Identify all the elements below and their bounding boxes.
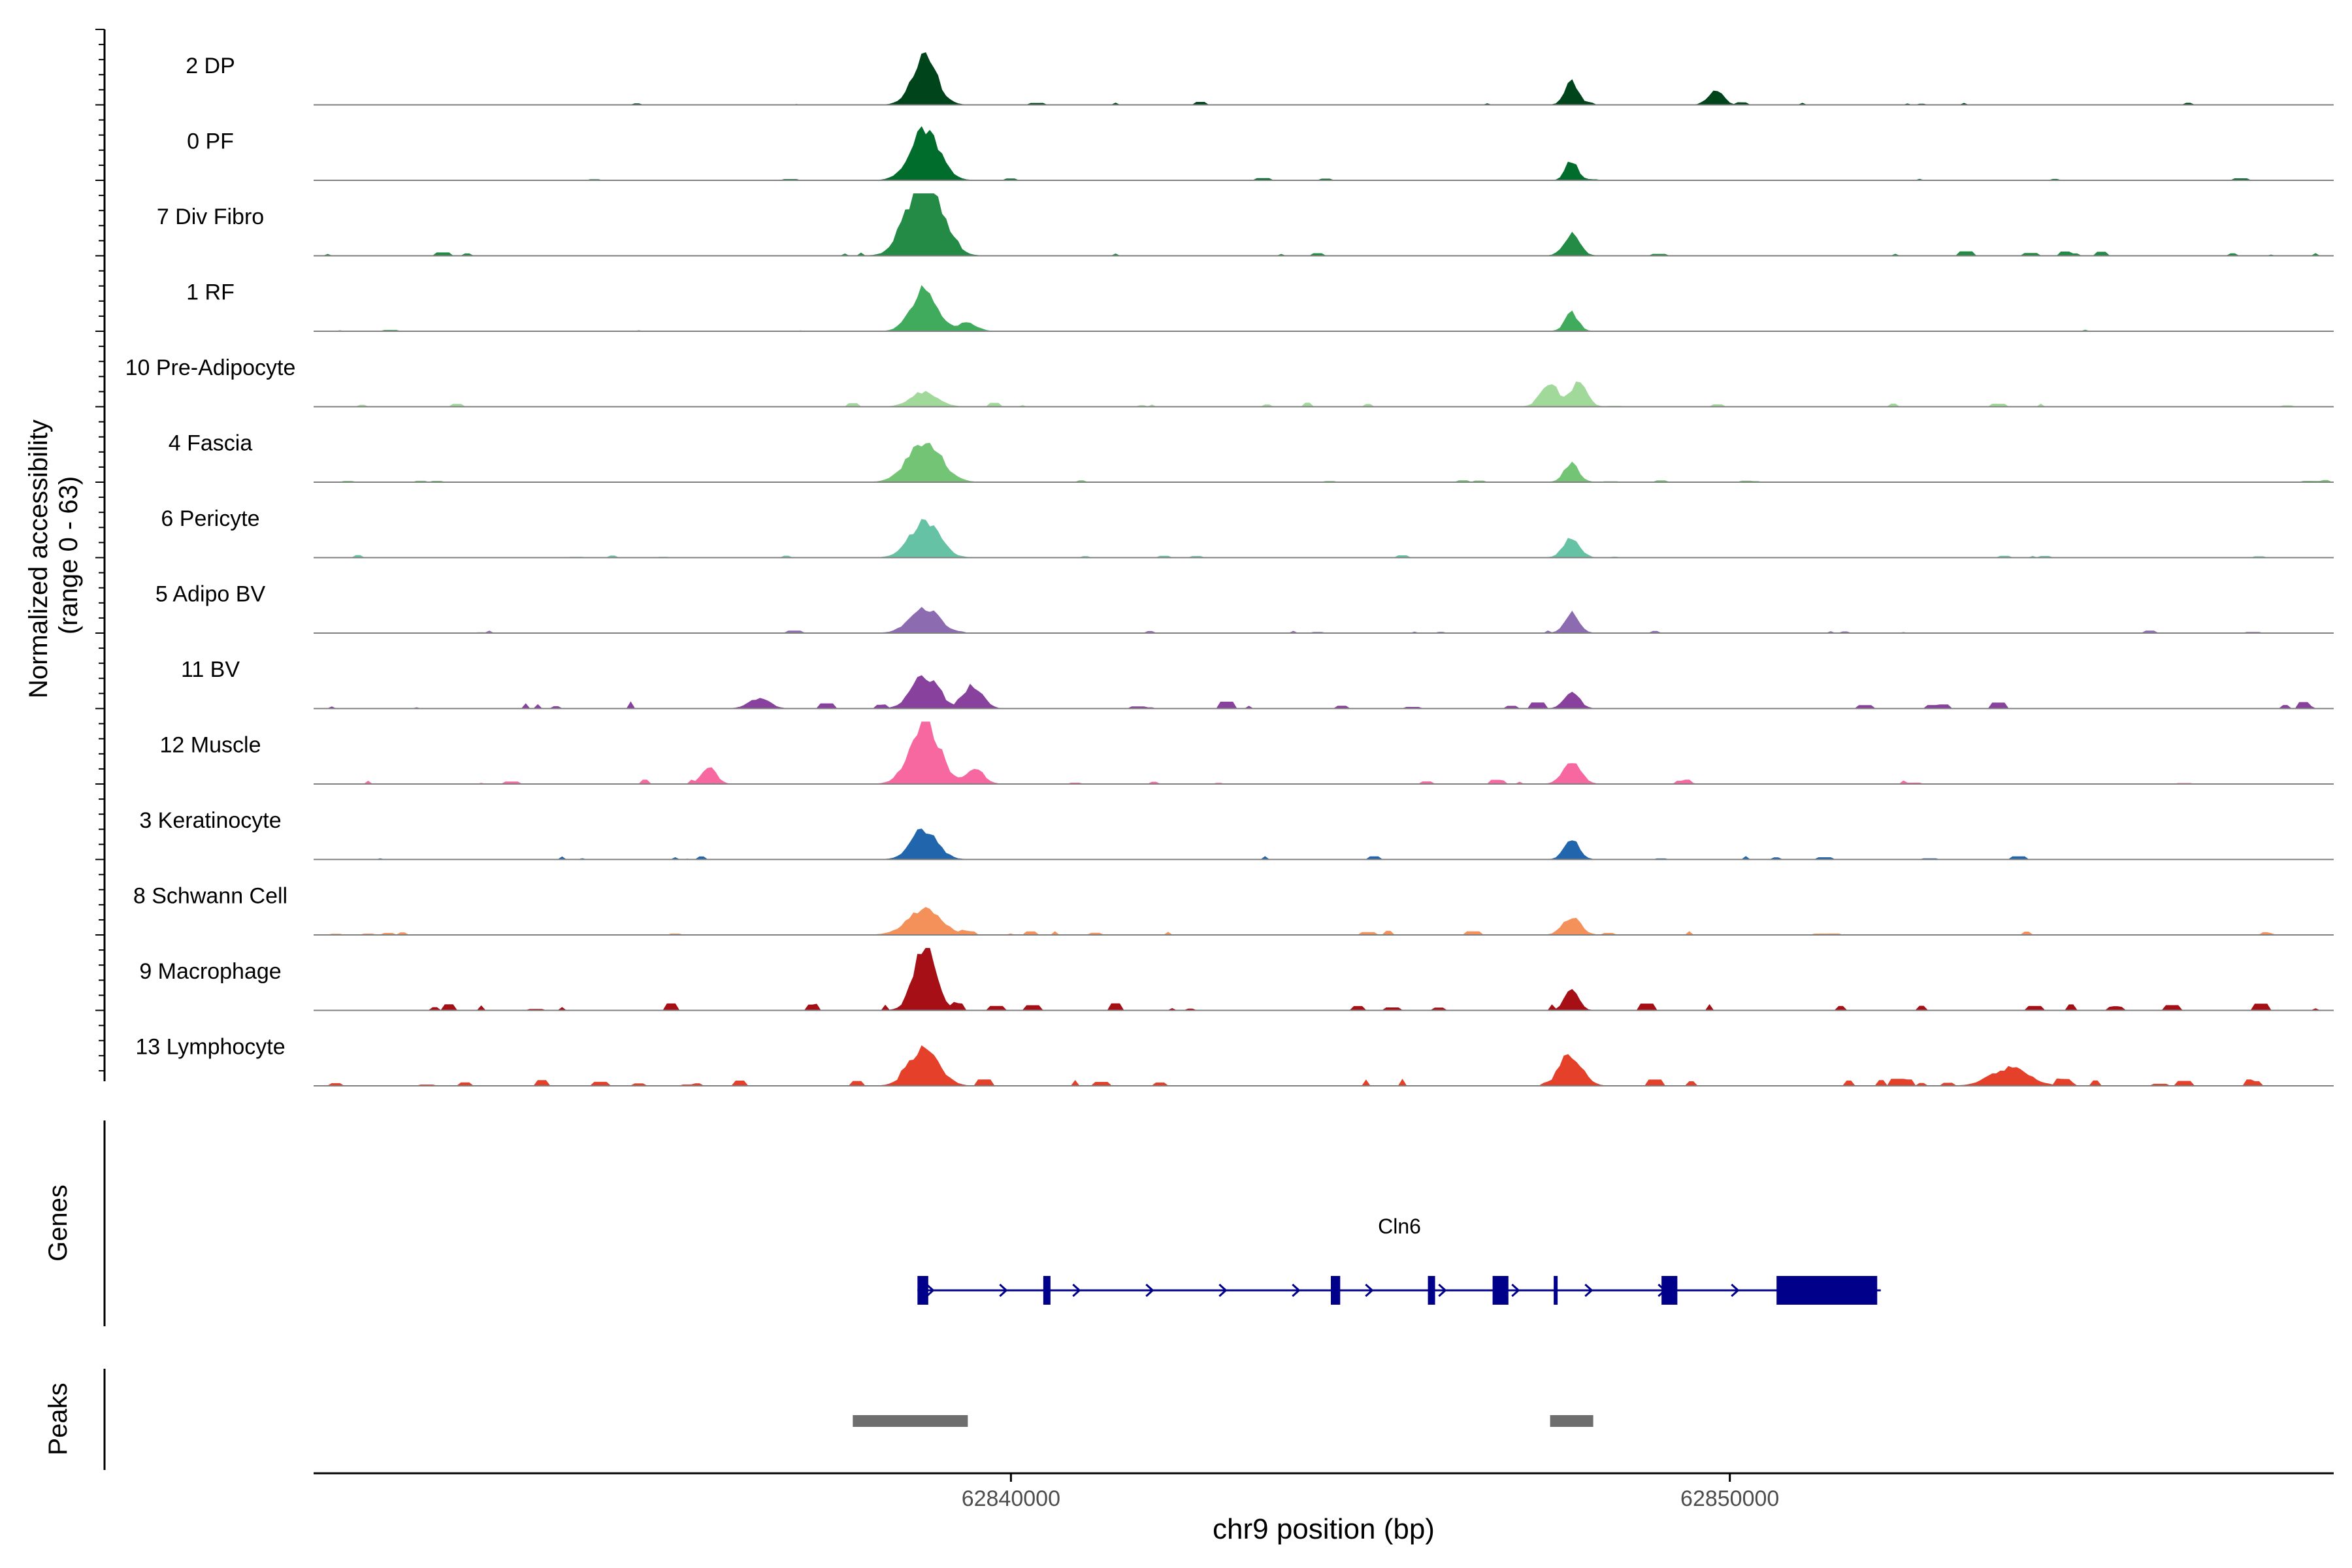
gene-exon-7 [1661, 1276, 1678, 1305]
genes-panel: Genes Cln6 [44, 1120, 1881, 1326]
track-label: 4 Fascia [169, 431, 253, 456]
coverage-area [314, 721, 2334, 785]
track-6: 4 Fascia [169, 431, 2334, 483]
strand-arrow [1511, 1283, 1520, 1298]
coverage-tracks: 2 DP 0 PF 7 Div Fibro 1 RF 10 Pre-Adipocyte 4… [125, 52, 2334, 1086]
strand-arrow [1438, 1283, 1447, 1298]
strand-arrow [999, 1283, 1008, 1298]
track-label: 12 Muscle [160, 733, 261, 758]
coverage-area [314, 442, 2334, 483]
peaks-label: Peaks [44, 1382, 73, 1455]
track-label: 0 PF [187, 129, 234, 154]
strand-arrow [1072, 1283, 1081, 1298]
coverage-area [314, 126, 2334, 181]
track-label: 9 Macrophage [139, 959, 281, 984]
y-axis-label-line1: Normalized accessibility [24, 419, 53, 698]
strand-arrow [926, 1283, 935, 1298]
gene-name: Cln6 [1378, 1215, 1421, 1238]
track-label: 6 Pericyte [161, 506, 259, 531]
track-label: 5 Adipo BV [155, 582, 266, 607]
track-12: 8 Schwann Cell [133, 884, 2334, 936]
y-axis-label: Normalized accessibility (range 0 - 63) [24, 412, 83, 698]
track-8: 5 Adipo BV [155, 582, 2334, 634]
gene-exon-5 [1492, 1276, 1509, 1305]
track-1: 2 DP [186, 52, 2334, 106]
track-label: 13 Lymphocyte [135, 1035, 285, 1060]
gene-model [917, 1276, 1881, 1305]
strand-arrow [1292, 1283, 1301, 1298]
track-label: 2 DP [186, 54, 235, 78]
track-label: 3 Keratinocyte [139, 808, 281, 833]
track-label: 11 BV [181, 657, 240, 682]
coverage-area [314, 606, 2334, 634]
strand-arrow [1145, 1283, 1154, 1298]
x-axis: 62840000 62850000 chr9 position (bp) [314, 1472, 2334, 1545]
track-2: 0 PF [187, 126, 2334, 181]
coverage-area [314, 828, 2334, 860]
coverage-area [314, 519, 2334, 559]
track-9: 11 BV [181, 657, 2334, 710]
y-axis [95, 29, 106, 1081]
gene-exon-4 [1428, 1276, 1435, 1305]
strand-arrow [1731, 1283, 1740, 1298]
track-label: 1 RF [186, 280, 235, 305]
track-3: 7 Div Fibro [157, 193, 2334, 257]
gene-exon-1 [917, 1276, 928, 1305]
coverage-area [314, 907, 2334, 936]
coverage-area [314, 193, 2334, 256]
x-axis-label: chr9 position (bp) [1213, 1513, 1435, 1545]
track-label: 7 Div Fibro [157, 204, 264, 229]
gene-exon-2 [1043, 1276, 1051, 1305]
track-14: 13 Lymphocyte [135, 1035, 2334, 1086]
coverage-area [314, 1045, 2334, 1086]
coverage-area [314, 52, 2334, 105]
track-11: 3 Keratinocyte [139, 808, 2334, 860]
peak-regions [853, 1415, 1593, 1427]
gene-exon-6 [1554, 1276, 1558, 1305]
genes-label: Genes [44, 1184, 73, 1262]
peak-region-1 [853, 1415, 968, 1427]
coverage-area [314, 948, 2334, 1011]
coverage-area [314, 381, 2334, 408]
peak-region-2 [1550, 1415, 1593, 1427]
track-label: 10 Pre-Adipocyte [125, 355, 296, 380]
track-7: 6 Pericyte [161, 506, 2334, 559]
gene-exon-8 [1776, 1276, 1878, 1305]
track-4: 1 RF [186, 280, 2334, 332]
strand-arrow [1365, 1283, 1374, 1298]
x-tick-label: 62840000 [962, 1486, 1060, 1511]
y-axis-label-line2: (range 0 - 63) [54, 476, 83, 634]
track-10: 12 Muscle [160, 721, 2334, 785]
strand-arrow [1218, 1283, 1228, 1298]
x-tick-label: 62850000 [1680, 1486, 1779, 1511]
coverage-area [314, 675, 2334, 709]
track-5: 10 Pre-Adipocyte [125, 355, 2334, 408]
coverage-area [314, 285, 2334, 332]
strand-arrow [1584, 1283, 1593, 1298]
track-label: 8 Schwann Cell [133, 884, 287, 909]
gene-exon-3 [1331, 1276, 1341, 1305]
peaks-panel: Peaks [44, 1369, 1593, 1470]
track-13: 9 Macrophage [139, 948, 2334, 1011]
